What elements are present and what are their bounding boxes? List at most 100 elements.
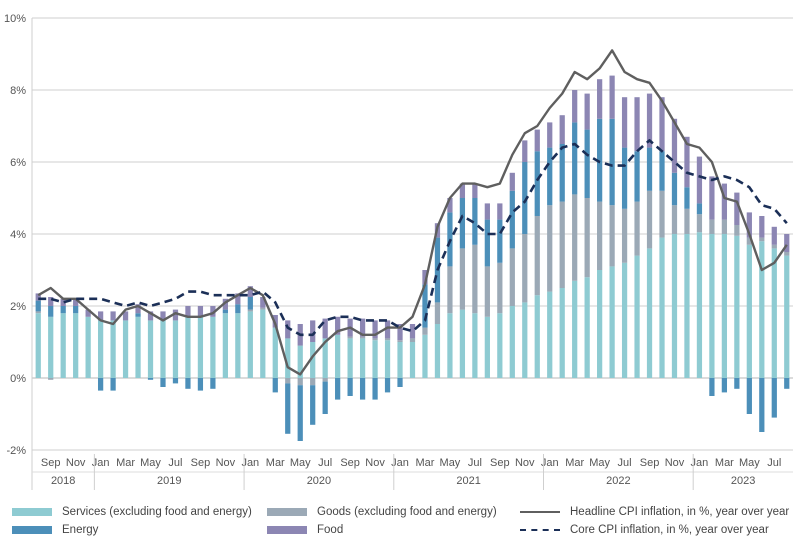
- bar-goods: [497, 262, 503, 314]
- bar-food: [409, 324, 416, 339]
- bar-services: [771, 248, 777, 378]
- bar-energy: [709, 378, 715, 396]
- bar-services: [384, 340, 391, 378]
- bar-stack: [734, 192, 740, 389]
- bar-services: [172, 320, 179, 378]
- bar-energy: [422, 284, 428, 328]
- x-tick-label-sep: Sep: [490, 457, 510, 469]
- bar-energy: [110, 378, 116, 391]
- bar-energy: [247, 297, 253, 310]
- bar-services: [572, 280, 578, 378]
- bar-goods: [559, 201, 565, 288]
- y-tick-label: 10%: [4, 13, 26, 25]
- x-tick-label-jan: Jan: [92, 457, 110, 469]
- legend-line-headline: [520, 511, 560, 513]
- bar-energy: [48, 306, 54, 317]
- bar-goods: [609, 205, 615, 267]
- bar-food: [559, 115, 565, 144]
- bar-stack: [372, 320, 378, 400]
- bar-stack: [609, 75, 615, 378]
- bar-goods: [347, 336, 353, 339]
- bar-stack: [48, 297, 54, 380]
- bar-energy: [73, 306, 79, 314]
- x-tick-label-sep: Sep: [340, 457, 360, 469]
- bar-energy: [172, 378, 179, 384]
- bar-stack: [584, 93, 590, 378]
- bar-goods: [484, 266, 490, 317]
- bar-stack: [60, 298, 66, 378]
- bar-goods: [447, 266, 453, 314]
- bar-goods: [297, 378, 303, 386]
- bar-energy: [684, 187, 690, 209]
- bar-food: [547, 122, 553, 148]
- bar-energy: [597, 118, 603, 202]
- bar-services: [684, 234, 690, 378]
- bar-energy: [771, 378, 777, 418]
- bar-stack: [85, 309, 91, 378]
- bar-food: [185, 306, 191, 317]
- bar-energy: [559, 144, 565, 202]
- y-tick-label: 4%: [10, 229, 26, 241]
- x-tick-label-mar: Mar: [415, 457, 434, 469]
- bar-food: [422, 270, 428, 285]
- year-label-2019: 2019: [157, 475, 181, 487]
- bar-stack: [197, 306, 204, 391]
- bar-stack: [347, 318, 353, 396]
- bar-services: [85, 316, 91, 378]
- bar-food: [48, 297, 54, 306]
- bar-food: [684, 136, 690, 188]
- bar-stack: [484, 203, 490, 378]
- bar-stack: [359, 318, 366, 400]
- bar-food: [459, 183, 466, 198]
- x-tick-label-mar: Mar: [565, 457, 584, 469]
- headline-cpi-line: [37, 49, 788, 376]
- bar-energy: [135, 313, 141, 317]
- bar-stack: [335, 316, 341, 400]
- bar-services: [285, 338, 291, 378]
- bar-energy: [659, 151, 665, 191]
- x-tick-label-nov: Nov: [665, 457, 685, 469]
- bar-food: [572, 90, 578, 123]
- gridlines: [32, 17, 793, 451]
- bar-services: [247, 311, 253, 378]
- bar-energy: [60, 306, 66, 314]
- bar-services: [409, 342, 416, 378]
- bar-goods: [422, 327, 428, 335]
- x-tick-label-jan: Jan: [241, 457, 259, 469]
- bar-food: [247, 286, 253, 297]
- bar-stack: [210, 306, 216, 389]
- bar-stack: [235, 293, 241, 378]
- bar-food: [497, 203, 503, 220]
- bar-food: [210, 306, 216, 317]
- bar-stack: [459, 183, 466, 378]
- bar-stack: [110, 311, 116, 391]
- legend-line-core: [520, 529, 560, 531]
- bar-stack: [185, 306, 191, 389]
- bar-energy: [35, 300, 41, 312]
- bar-stack: [260, 297, 266, 378]
- bar-stack: [447, 198, 453, 378]
- year-label-2021: 2021: [456, 475, 480, 487]
- bar-food: [784, 234, 790, 252]
- bar-stack: [534, 129, 540, 378]
- bar-goods: [671, 205, 678, 234]
- y-tick-label: 6%: [10, 157, 26, 169]
- bar-stack: [285, 320, 291, 434]
- bar-services: [48, 316, 54, 378]
- x-tick-label-jul: Jul: [468, 457, 482, 469]
- bar-services: [60, 313, 66, 378]
- bar-energy: [347, 378, 353, 396]
- legend-swatch-energy: [12, 526, 52, 534]
- bar-energy: [696, 203, 703, 215]
- bar-stack: [659, 97, 665, 378]
- bar-food: [671, 118, 678, 173]
- bar-food: [734, 192, 740, 225]
- bar-energy: [484, 219, 490, 267]
- x-tick-label-may: May: [440, 457, 461, 469]
- bar-services: [646, 248, 653, 378]
- bar-food: [110, 311, 116, 321]
- bar-food: [659, 97, 665, 152]
- bar-stack: [759, 216, 765, 432]
- bar-energy: [185, 378, 191, 389]
- legend-item-headline-cpi: Headline CPI inflation, in %, year over …: [520, 506, 789, 518]
